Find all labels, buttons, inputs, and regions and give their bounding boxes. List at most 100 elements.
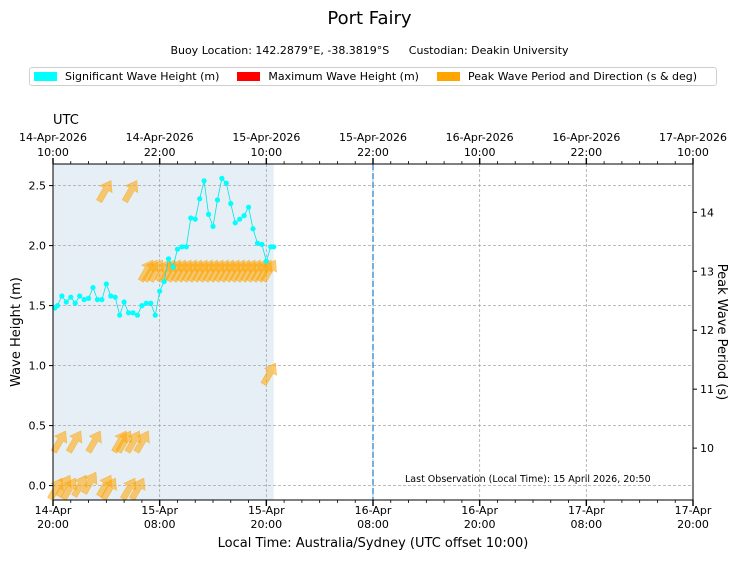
x2-tick-date: 14-Apr-2026 [19, 131, 87, 144]
legend-swatch-cyan [34, 72, 57, 81]
sig-wave-height-point [103, 281, 109, 287]
sig-wave-height-point [125, 310, 132, 316]
peak-period-arrow [50, 430, 68, 454]
legend-label: Significant Wave Height (m) [65, 70, 220, 83]
x2-tick-time: 10:00 [677, 146, 709, 159]
sig-wave-height-point [112, 294, 118, 300]
x-tick-date: 14-Apr [35, 504, 72, 517]
sig-wave-height-point [250, 226, 256, 232]
x-tick-date: 16-Apr [355, 504, 392, 517]
direction-arrow-icon [128, 477, 146, 501]
peak-period-arrow [85, 430, 102, 454]
sig-wave-height-point [54, 303, 61, 309]
x2-tick-date: 14-Apr-2026 [126, 131, 194, 144]
y2-tick-label: 13 [700, 265, 714, 278]
legend-label: Maximum Wave Height (m) [268, 70, 419, 83]
sig-wave-height-point [245, 204, 252, 210]
chart-title: Port Fairy [327, 8, 412, 29]
sig-wave-height-point [197, 196, 203, 202]
x2-tick-time: 10:00 [250, 146, 282, 159]
direction-arrow-icon [260, 362, 277, 386]
direction-arrow-icon [100, 477, 117, 501]
sig-wave-height-point [130, 310, 136, 316]
x2-tick-date: 17-Apr-2026 [659, 131, 727, 144]
chart-subtitle: Buoy Location: 142.2879°E, -38.3819°S Cu… [0, 44, 739, 57]
sig-wave-height-point [223, 180, 229, 186]
legend: Significant Wave Height (m) Maximum Wave… [29, 67, 717, 86]
peak-period-arrow [121, 179, 139, 204]
sig-wave-height-point [271, 244, 277, 250]
buoy-location: Buoy Location: 142.2879°E, -38.3819°S [170, 44, 390, 57]
y-tick-label: 0.5 [29, 420, 47, 433]
x2-tick-time: 10:00 [37, 146, 69, 159]
peak-period-arrow [260, 259, 277, 283]
sig-wave-height-point [237, 216, 243, 222]
x2-tick-time: 22:00 [570, 146, 602, 159]
direction-arrow-icon [133, 430, 150, 454]
peak-period-arrow [65, 430, 83, 454]
x2-tick-date: 16-Apr-2026 [552, 131, 620, 144]
utc-axis-label: UTC [53, 113, 79, 128]
peak-period-arrow [133, 430, 150, 454]
sig-wave-height-point [232, 220, 238, 226]
x-tick-time: 08:00 [570, 518, 602, 531]
sig-wave-height-point [161, 279, 167, 285]
x2-tick-time: 10:00 [464, 146, 496, 159]
sig-wave-height-point [241, 213, 247, 219]
x-tick-time: 20:00 [677, 518, 709, 531]
sig-wave-height-point [139, 303, 145, 309]
x2-tick-time: 22:00 [357, 146, 389, 159]
sig-wave-height-point [263, 258, 269, 264]
x-tick-date: 16-Apr [461, 504, 498, 517]
sig-wave-height-point [254, 240, 261, 246]
y2-axis-label: Peak Wave Period (s) [714, 264, 729, 400]
y-tick-label: 2.5 [29, 180, 47, 193]
sig-wave-height-point [121, 299, 127, 305]
legend-item-sig-wave: Significant Wave Height (m) [34, 70, 219, 83]
sig-wave-height-point [81, 297, 87, 303]
direction-arrow-icon [80, 471, 98, 495]
y2-tick-label: 14 [700, 206, 714, 219]
sig-wave-height-point [59, 293, 65, 299]
direction-arrow-icon [121, 179, 139, 204]
sig-wave-height-point [152, 312, 158, 318]
sig-wave-height-point [157, 288, 163, 294]
peak-period-arrow [260, 362, 277, 386]
sig-wave-height-point [210, 223, 216, 229]
legend-item-max-wave: Maximum Wave Height (m) [237, 70, 419, 83]
x-tick-date: 17-Apr [675, 504, 712, 517]
direction-arrow-icon [96, 179, 113, 204]
sig-wave-height-point [143, 300, 149, 306]
x-axis-label: Local Time: Australia/Sydney (UTC offset… [217, 536, 529, 551]
direction-arrow-icon [85, 430, 102, 454]
direction-arrow-icon [260, 259, 277, 283]
y2-tick-label: 11 [700, 383, 714, 396]
x-tick-time: 20:00 [464, 518, 496, 531]
x2-tick-time: 22:00 [144, 146, 176, 159]
x-tick-date: 17-Apr [568, 504, 605, 517]
sig-wave-height-point [188, 215, 194, 221]
x2-tick-date: 16-Apr-2026 [446, 131, 514, 144]
y2-tick-label: 12 [700, 324, 714, 337]
sig-wave-height-point [165, 256, 172, 262]
sig-wave-height-point [219, 175, 225, 181]
y-tick-label: 1.5 [29, 300, 47, 313]
sig-wave-height-point [192, 216, 198, 222]
sig-wave-height-point [72, 300, 78, 306]
sig-wave-height-point [63, 299, 69, 305]
sig-wave-height-point [179, 244, 185, 250]
direction-arrow-icon [50, 430, 68, 454]
legend-label: Peak Wave Period and Direction (s & deg) [467, 70, 698, 83]
y-tick-label: 2.0 [29, 240, 47, 253]
legend-swatch-orange [436, 72, 460, 81]
x-tick-date: 15-Apr [248, 504, 285, 517]
x2-tick-date: 15-Apr-2026 [339, 131, 407, 144]
sig-wave-height-point [148, 300, 154, 306]
sig-wave-height-point [108, 293, 114, 299]
y-tick-label: 0.0 [29, 480, 47, 493]
direction-arrow-icon [65, 430, 83, 454]
y-tick-label: 1.0 [29, 360, 47, 373]
sig-wave-height-point [174, 246, 181, 252]
last-observation-annotation: Last Observation (Local Time): 15 April … [405, 474, 651, 485]
sig-wave-height-point [259, 241, 265, 247]
